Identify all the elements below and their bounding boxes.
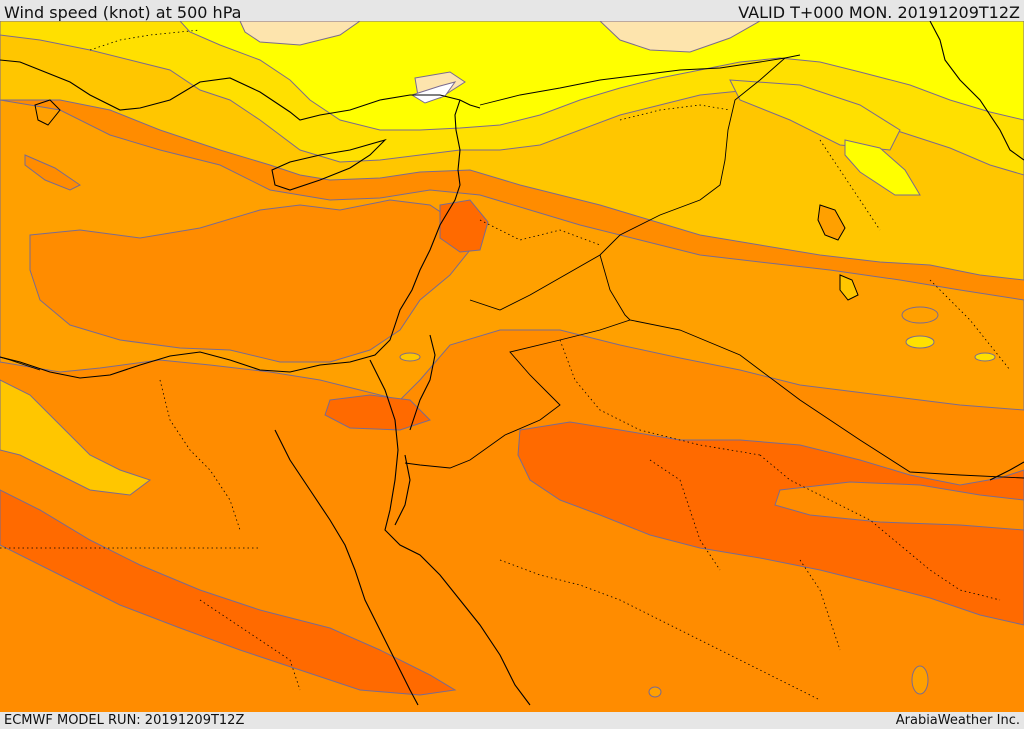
field-orange-dark-1 [439,199,489,253]
contour-ellipse-1 [901,306,939,324]
field-light-patch-1 [239,21,361,46]
field-white-patch [410,81,457,104]
contour-ellipse-4 [399,352,421,362]
wind-speed-map [0,21,1024,712]
contour-streak-west [24,154,81,191]
field-orange-dark-2 [324,394,431,431]
island-aegean [34,99,61,126]
lake-east-1 [817,204,846,241]
field-yellow [179,21,1024,131]
field-orange-east-inner [774,481,1024,531]
field-light-patch-2 [599,21,762,53]
model-run-label: ECMWF MODEL RUN: 20191209T12Z [4,713,245,728]
footer-bar: ECMWF MODEL RUN: 20191209T12Z ArabiaWeat… [0,712,1024,729]
contour-ellipse-6 [648,686,662,698]
field-orange-med [29,199,471,363]
contour-ellipse-5 [911,665,929,695]
admin-boundaries [0,29,1011,701]
field-yellow-east-patch [844,139,921,196]
header-bar: Wind speed (knot) at 500 hPa VALID T+000… [0,0,1024,22]
coastlines [0,21,1024,706]
map-canvas [0,21,1024,712]
contour-ellipse-3 [974,352,996,362]
valid-time: VALID T+000 MON. 20191209T12Z [738,3,1020,22]
map-title: Wind speed (knot) at 500 hPa [4,3,242,22]
field-gold-east-patch [729,79,901,151]
lake-east-2 [839,274,859,301]
credit-label: ArabiaWeather Inc. [895,713,1020,728]
field-orange-dark-4 [0,489,457,696]
contour-ellipse-2 [905,335,935,349]
field-orange-dark-3 [517,421,1024,626]
field-amber-west-strip [0,379,152,496]
